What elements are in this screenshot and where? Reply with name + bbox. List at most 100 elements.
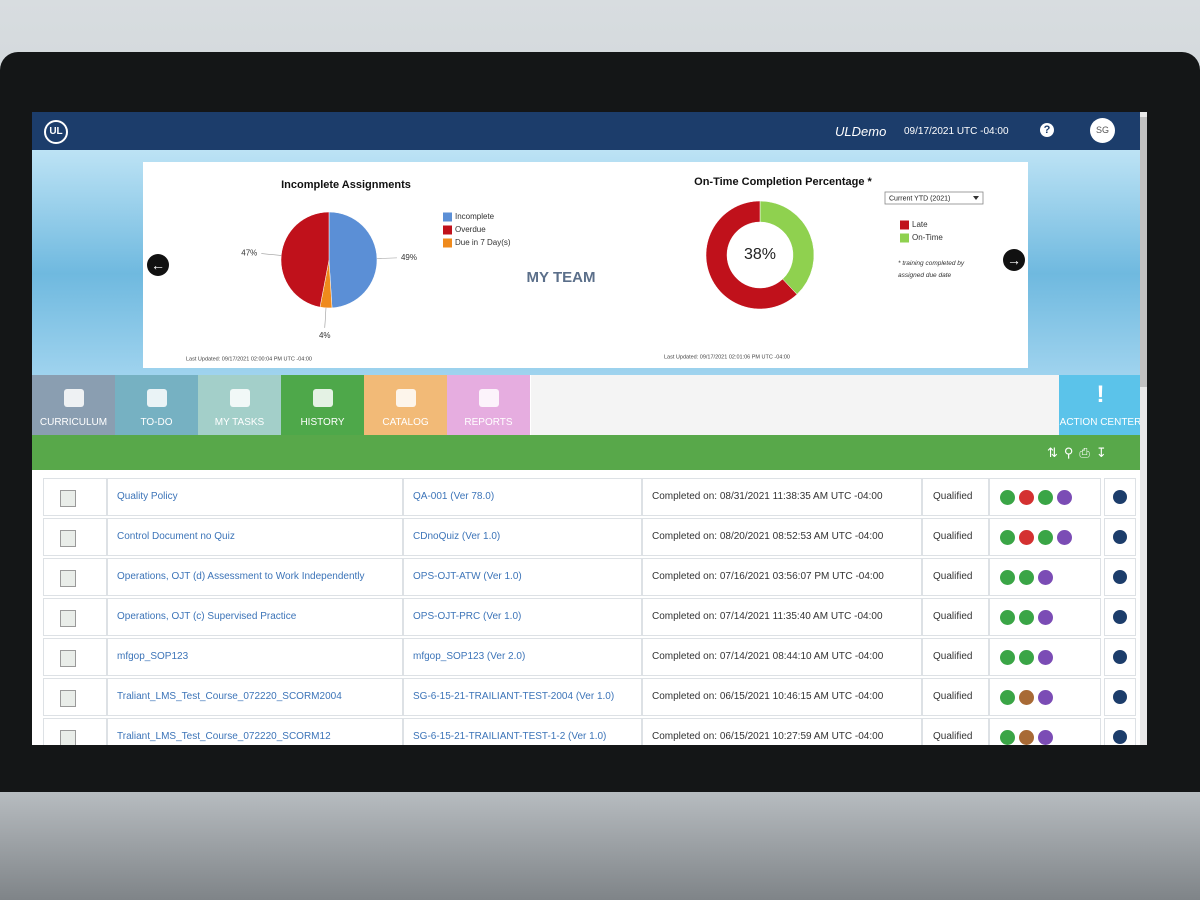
scrollbar[interactable] [1140, 112, 1147, 745]
item-code[interactable]: OPS-OJT-ATW (Ver 1.0) [403, 558, 642, 596]
action-cell [1104, 558, 1136, 596]
item-code[interactable]: SG-6-15-21-TRAILIANT-TEST-2004 (Ver 1.0) [403, 678, 642, 716]
status: Qualified [922, 478, 989, 516]
completion: Completed on: 08/20/2021 08:52:53 AM UTC… [642, 518, 922, 556]
action-icon[interactable] [1113, 690, 1127, 704]
legend-label: Late [912, 220, 928, 229]
item-title[interactable]: Traliant_LMS_Test_Course_072220_SCORM200… [107, 678, 403, 716]
status-icons [989, 678, 1101, 716]
legend-swatch [900, 233, 909, 243]
tab-label: TO-DO [140, 417, 173, 428]
tab-label: CURRICULUM [39, 417, 108, 428]
nav-tab[interactable]: REPORTS [447, 375, 530, 435]
status-icon [1038, 530, 1053, 545]
slice-label: 47% [241, 249, 257, 258]
status-icon [1019, 690, 1034, 705]
item-code[interactable]: QA-001 (Ver 78.0) [403, 478, 642, 516]
label-leader [324, 307, 327, 328]
action-icon[interactable] [1113, 490, 1127, 504]
row-icon-cell [43, 718, 107, 745]
status-icon [1000, 730, 1015, 745]
nav-tab[interactable]: MY TASKS [198, 375, 281, 435]
status-icons [989, 558, 1101, 596]
status: Qualified [922, 718, 989, 745]
legend-label: Overdue [455, 225, 486, 234]
item-code[interactable]: SG-6-15-21-TRAILIANT-TEST-1-2 (Ver 1.0) [403, 718, 642, 745]
completion: Completed on: 07/14/2021 11:35:40 AM UTC… [642, 598, 922, 636]
completion: Completed on: 06/15/2021 10:27:59 AM UTC… [642, 718, 922, 745]
next-arrow[interactable]: → [1003, 249, 1025, 271]
chart-footnote: Last Updated: 09/17/2021 02:00:04 PM UTC… [186, 356, 312, 362]
laptop-keyboard [0, 792, 1200, 900]
center-label: 38% [744, 246, 776, 263]
item-title[interactable]: mfgop_SOP123 [107, 638, 403, 676]
top-bar: UL ULDemo 09/17/2021 UTC -04:00 ? SG [32, 112, 1147, 150]
status-icon [1000, 610, 1015, 625]
status: Qualified [922, 518, 989, 556]
slice-label: 4% [319, 331, 331, 340]
status-icon [1019, 650, 1034, 665]
action-icon[interactable] [1113, 730, 1127, 744]
select-caret [973, 196, 979, 200]
item-code[interactable]: mfgop_SOP123 (Ver 2.0) [403, 638, 642, 676]
row-icon-cell [43, 558, 107, 596]
completion: Completed on: 07/14/2021 08:44:10 AM UTC… [642, 638, 922, 676]
legend-label: On-Time [912, 233, 943, 242]
heading: MY TEAM [527, 269, 596, 286]
status-icon [1019, 530, 1034, 545]
action-cell [1104, 518, 1136, 556]
logo[interactable]: UL [44, 120, 68, 144]
toolbar-icons[interactable]: ⇅⚲⎙↧ [1047, 445, 1113, 460]
item-title[interactable]: Operations, OJT (d) Assessment to Work I… [107, 558, 403, 596]
nav-tab[interactable]: CURRICULUM [32, 375, 115, 435]
status-icons [989, 638, 1101, 676]
nav-tab[interactable]: HISTORY [281, 375, 364, 435]
item-code[interactable]: CDnoQuiz (Ver 1.0) [403, 518, 642, 556]
filter-value[interactable]: Current YTD (2021) [889, 195, 950, 202]
slice [759, 200, 815, 295]
item-title[interactable]: Control Document no Quiz [107, 518, 403, 556]
slice [705, 200, 798, 310]
completion: Completed on: 07/16/2021 03:56:07 PM UTC… [642, 558, 922, 596]
tab-spacer [531, 375, 1059, 435]
status-icon [1000, 490, 1015, 505]
item-code[interactable]: OPS-OJT-PRC (Ver 1.0) [403, 598, 642, 636]
nav-tab[interactable]: CATALOG [364, 375, 447, 435]
status: Qualified [922, 678, 989, 716]
action-icon[interactable] [1113, 530, 1127, 544]
tab-label: CATALOG [382, 417, 429, 428]
nav-tab[interactable]: TO-DO [115, 375, 198, 435]
item-title[interactable]: Quality Policy [107, 478, 403, 516]
site-name: ULDemo [835, 124, 887, 139]
status-icon [1038, 650, 1053, 665]
status-icon [1038, 490, 1053, 505]
completion: Completed on: 08/31/2021 11:38:35 AM UTC… [642, 478, 922, 516]
chart-title: On-Time Completion Percentage * [694, 176, 872, 188]
action-icon[interactable] [1113, 610, 1127, 624]
prev-arrow[interactable]: ← [147, 254, 169, 276]
tab-label: MY TASKS [214, 417, 265, 428]
legend-swatch [443, 225, 452, 235]
action-cell [1104, 598, 1136, 636]
dashboard-banner [32, 150, 1147, 375]
user-avatar[interactable]: SG [1090, 118, 1115, 143]
status-icon [1019, 730, 1034, 745]
status-icon [1038, 690, 1053, 705]
row-icon-cell [43, 518, 107, 556]
status-icon [1019, 490, 1034, 505]
status-icon [1057, 530, 1072, 545]
screen: UL ULDemo 09/17/2021 UTC -04:00 ? SG MY … [32, 112, 1147, 745]
chart-note: * training completed by assigned due dat… [898, 260, 965, 279]
chart-footnote: Last Updated: 09/17/2021 02:01:06 PM UTC… [664, 354, 790, 360]
help-button[interactable]: ? [1040, 123, 1054, 137]
legend-swatch [900, 220, 909, 230]
slice-label: 49% [401, 253, 417, 262]
action-center-tab[interactable]: ! ACTION CENTER [1059, 375, 1142, 435]
tab-label: HISTORY [300, 417, 345, 428]
action-icon[interactable] [1113, 650, 1127, 664]
legend-swatch [443, 238, 452, 248]
item-title[interactable]: Traliant_LMS_Test_Course_072220_SCORM12 [107, 718, 403, 745]
action-icon[interactable] [1113, 570, 1127, 584]
item-title[interactable]: Operations, OJT (c) Supervised Practice [107, 598, 403, 636]
